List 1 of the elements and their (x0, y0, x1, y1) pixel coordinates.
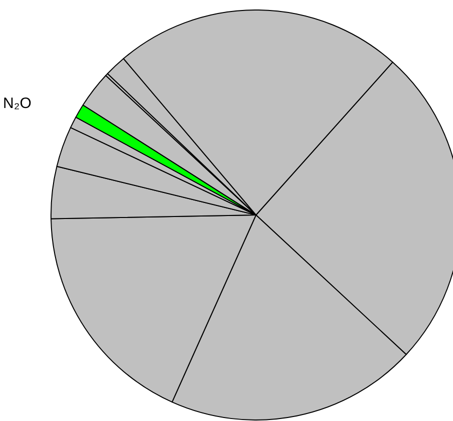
slice-label: N₂O (3, 94, 32, 112)
